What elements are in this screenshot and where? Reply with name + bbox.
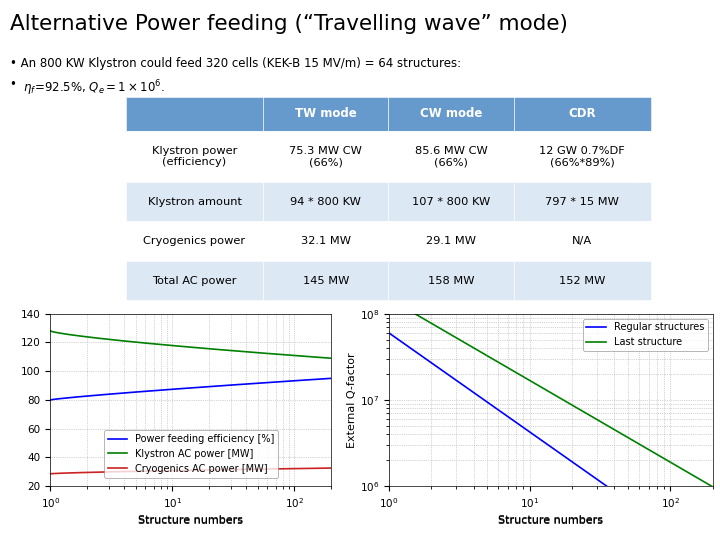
Last structure bbox=[384, 295, 393, 302]
Text: Klystron amount: Klystron amount bbox=[148, 197, 241, 207]
Cryogenics AC power [MW] bbox=[327, 465, 336, 471]
Text: CW mode: CW mode bbox=[420, 107, 482, 120]
Legend: Power feeding efficiency [%], Klystron AC power [MW], Cryogenics AC power [MW]: Power feeding efficiency [%], Klystron A… bbox=[104, 430, 278, 478]
Text: 107 * 800 KW: 107 * 800 KW bbox=[412, 197, 490, 207]
Text: 152 MW: 152 MW bbox=[559, 275, 606, 286]
X-axis label: Structure numbers: Structure numbers bbox=[138, 515, 243, 525]
Cryogenics AC power [MW] bbox=[157, 468, 166, 474]
Cryogenics AC power [MW] bbox=[80, 469, 89, 476]
Power feeding efficiency [%] bbox=[157, 387, 166, 393]
Klystron AC power [MW] bbox=[249, 349, 258, 355]
Power feeding efficiency [%] bbox=[327, 375, 336, 382]
Text: Klystron power
(efficiency): Klystron power (efficiency) bbox=[152, 145, 237, 167]
Klystron AC power [MW] bbox=[250, 349, 258, 356]
Cryogenics AC power [MW] bbox=[138, 468, 146, 475]
Last structure bbox=[618, 431, 627, 438]
Text: Structure numbers: Structure numbers bbox=[138, 516, 243, 526]
Klystron AC power [MW] bbox=[222, 347, 231, 354]
Cryogenics AC power [MW] bbox=[46, 470, 55, 477]
Text: 29.1 MW: 29.1 MW bbox=[426, 236, 476, 246]
Regular structures bbox=[384, 329, 393, 336]
Last structure bbox=[620, 432, 629, 438]
Text: $\eta_f\!=\!92.5\%$, $Q_e = 1\times10^6$.: $\eta_f\!=\!92.5\%$, $Q_e = 1\times10^6$… bbox=[23, 78, 165, 98]
Cryogenics AC power [MW] bbox=[222, 467, 231, 473]
Power feeding efficiency [%] bbox=[80, 393, 89, 400]
Power feeding efficiency [%] bbox=[138, 388, 146, 395]
Text: Alternative Power feeding (“Travelling wave” mode): Alternative Power feeding (“Travelling w… bbox=[10, 14, 568, 33]
Last structure bbox=[588, 414, 597, 420]
Last structure bbox=[513, 370, 521, 376]
Line: Power feeding efficiency [%]: Power feeding efficiency [%] bbox=[50, 379, 331, 400]
Text: 85.6 MW CW
(66%): 85.6 MW CW (66%) bbox=[415, 145, 487, 167]
Text: Structure numbers: Structure numbers bbox=[498, 516, 603, 526]
Regular structures bbox=[620, 495, 629, 502]
Last structure bbox=[423, 318, 432, 325]
Klystron AC power [MW] bbox=[46, 328, 55, 334]
Klystron AC power [MW] bbox=[80, 333, 89, 340]
Line: Cryogenics AC power [MW]: Cryogenics AC power [MW] bbox=[50, 468, 331, 474]
Power feeding efficiency [%] bbox=[222, 382, 231, 389]
Text: 158 MW: 158 MW bbox=[428, 275, 474, 286]
Klystron AC power [MW] bbox=[138, 340, 146, 346]
Text: 145 MW: 145 MW bbox=[302, 275, 349, 286]
Legend: Regular structures, Last structure: Regular structures, Last structure bbox=[582, 319, 708, 351]
Text: • An 800 KW Klystron could feed 320 cells (KEK-B 15 MV/m) = 64 structures:: • An 800 KW Klystron could feed 320 cell… bbox=[10, 57, 462, 70]
Text: 797 * 15 MW: 797 * 15 MW bbox=[546, 197, 619, 207]
Text: 12 GW 0.7%DF
(66%*89%): 12 GW 0.7%DF (66%*89%) bbox=[539, 145, 625, 167]
Power feeding efficiency [%] bbox=[250, 380, 258, 387]
Power feeding efficiency [%] bbox=[46, 396, 55, 403]
Line: Klystron AC power [MW]: Klystron AC power [MW] bbox=[50, 331, 331, 358]
Cryogenics AC power [MW] bbox=[250, 466, 258, 472]
Klystron AC power [MW] bbox=[157, 341, 166, 348]
Regular structures bbox=[618, 494, 627, 501]
Text: 94 * 800 KW: 94 * 800 KW bbox=[290, 197, 361, 207]
Line: Regular structures: Regular structures bbox=[389, 333, 713, 540]
Regular structures bbox=[423, 357, 432, 363]
Y-axis label: External Q-factor: External Q-factor bbox=[347, 352, 357, 448]
Last structure bbox=[708, 484, 717, 490]
Text: TW mode: TW mode bbox=[295, 107, 356, 120]
Power feeding efficiency [%] bbox=[249, 380, 258, 387]
Text: Cryogenics power: Cryogenics power bbox=[143, 236, 246, 246]
Text: 75.3 MW CW
(66%): 75.3 MW CW (66%) bbox=[289, 145, 362, 167]
Text: N/A: N/A bbox=[572, 236, 593, 246]
Text: CDR: CDR bbox=[569, 107, 596, 120]
Line: Last structure: Last structure bbox=[389, 299, 713, 487]
Text: 32.1 MW: 32.1 MW bbox=[301, 236, 351, 246]
Text: Total AC power: Total AC power bbox=[152, 275, 237, 286]
Klystron AC power [MW] bbox=[327, 355, 336, 361]
Regular structures bbox=[490, 404, 499, 410]
Cryogenics AC power [MW] bbox=[249, 466, 258, 472]
Regular structures bbox=[588, 473, 597, 480]
Last structure bbox=[490, 357, 499, 363]
Regular structures bbox=[513, 420, 521, 427]
Text: •: • bbox=[10, 78, 21, 91]
X-axis label: Structure numbers: Structure numbers bbox=[498, 515, 603, 525]
